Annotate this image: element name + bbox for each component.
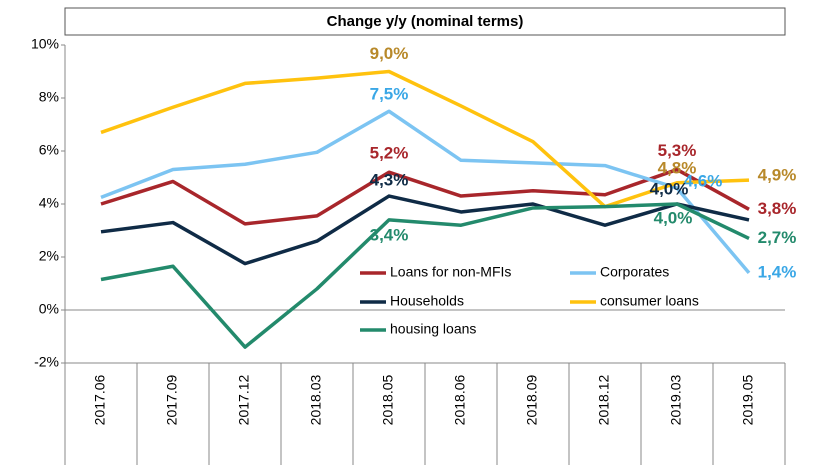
y-tick-label: 0%	[39, 301, 59, 317]
y-tick-label: 6%	[39, 142, 59, 158]
data-label: 7,5%	[370, 85, 409, 104]
legend-label: Loans for non-MFIs	[390, 264, 511, 280]
series-line	[100, 194, 750, 266]
legend-label: consumer loans	[600, 293, 699, 309]
y-tick-label: 8%	[39, 89, 59, 105]
data-label: 4,0%	[654, 208, 693, 227]
data-label: 5,2%	[370, 144, 409, 163]
title-box	[64, 7, 786, 36]
data-label: 5,3%	[658, 141, 697, 160]
series-line	[100, 69, 750, 209]
data-label: 4,8%	[658, 158, 697, 177]
y-tick-label: -2%	[34, 354, 59, 370]
data-label: 2,7%	[758, 228, 797, 247]
data-label: 4,9%	[758, 166, 797, 185]
x-tick-label: 2017.12	[236, 374, 252, 425]
x-tick-label: 2017.06	[92, 374, 108, 425]
series-line	[100, 167, 750, 226]
x-tick-label: 2018.03	[308, 374, 324, 425]
series-line	[100, 109, 751, 275]
y-tick-label: 4%	[39, 195, 59, 211]
x-tick-label: 2018.09	[524, 374, 540, 425]
series-line	[100, 202, 750, 349]
chart-title: Change y/y (nominal terms)	[327, 13, 524, 30]
x-tick-label: 2018.06	[452, 374, 468, 425]
data-label: 4,6%	[684, 172, 723, 191]
legend-label: Households	[390, 293, 464, 309]
data-label: 3,4%	[370, 225, 409, 244]
x-tick-label: 2017.09	[164, 374, 180, 425]
legend-label: housing loans	[390, 321, 476, 337]
data-label: 4,0%	[650, 179, 689, 198]
data-label: 4,3%	[370, 171, 409, 190]
x-tick-label: 2019.05	[740, 374, 756, 425]
data-label: 3,8%	[758, 199, 797, 218]
data-label: 9,0%	[370, 44, 409, 63]
x-tick-label: 2018.05	[380, 374, 396, 425]
y-tick-label: 10%	[31, 36, 59, 52]
legend-label: Corporates	[600, 264, 669, 280]
x-tick-label: 2019.03	[668, 374, 684, 425]
y-tick-label: 2%	[39, 248, 59, 264]
x-tick-label: 2018.12	[596, 374, 612, 425]
data-label: 1,4%	[758, 262, 797, 281]
